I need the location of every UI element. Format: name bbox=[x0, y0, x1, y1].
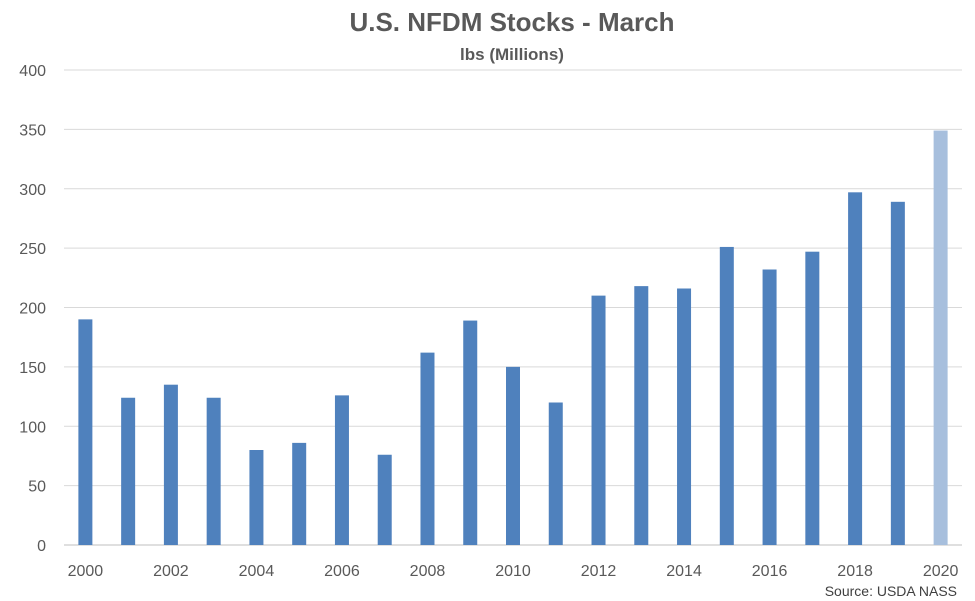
y-tick-label: 100 bbox=[19, 419, 46, 436]
x-tick-label: 2012 bbox=[581, 563, 617, 580]
bar-2017 bbox=[805, 251, 820, 545]
chart-title: U.S. NFDM Stocks - March bbox=[349, 7, 674, 37]
bar-2015 bbox=[719, 246, 734, 545]
bar-2001 bbox=[121, 397, 136, 545]
bar-2020 bbox=[933, 130, 948, 545]
bars bbox=[78, 130, 948, 545]
bar-2007 bbox=[377, 454, 392, 545]
bar-2014 bbox=[677, 288, 692, 545]
y-tick-label: 250 bbox=[19, 241, 46, 258]
source-note: Source: USDA NASS bbox=[825, 583, 957, 599]
bar-2008 bbox=[420, 352, 435, 545]
x-tick-label: 2018 bbox=[837, 563, 873, 580]
x-axis-ticks: 2000 2002 2004 2006 2008 2010 2012 2014 2016 2018… bbox=[68, 563, 959, 580]
y-tick-label: 300 bbox=[19, 182, 46, 199]
chart-subtitle: lbs (Millions) bbox=[460, 45, 564, 64]
bar-2002 bbox=[163, 384, 178, 545]
bar-2000 bbox=[78, 319, 93, 545]
bar-2004 bbox=[249, 450, 264, 545]
x-tick-label: 2008 bbox=[410, 563, 446, 580]
bar-2003 bbox=[206, 397, 221, 545]
bar-2011 bbox=[548, 402, 563, 545]
y-tick-label: 400 bbox=[19, 63, 46, 80]
x-tick-label: 2014 bbox=[666, 563, 702, 580]
x-tick-label: 2002 bbox=[153, 563, 189, 580]
bar-2006 bbox=[334, 395, 349, 545]
bar-2005 bbox=[292, 442, 307, 545]
y-tick-label: 350 bbox=[19, 122, 46, 139]
x-tick-label: 2004 bbox=[239, 563, 275, 580]
bar-2018 bbox=[848, 192, 863, 545]
y-axis-ticks: 0 50 100 150 200 250 300 350 400 bbox=[19, 63, 46, 555]
x-tick-label: 2016 bbox=[752, 563, 788, 580]
x-tick-label: 2006 bbox=[324, 563, 360, 580]
y-tick-label: 150 bbox=[19, 360, 46, 377]
bar-2012 bbox=[591, 295, 606, 545]
y-tick-label: 200 bbox=[19, 301, 46, 318]
x-tick-label: 2010 bbox=[495, 563, 531, 580]
bar-2013 bbox=[634, 286, 649, 545]
x-tick-label: 2020 bbox=[923, 563, 959, 580]
bar-2019 bbox=[890, 201, 905, 545]
bar-2016 bbox=[762, 269, 777, 545]
bar-2009 bbox=[463, 320, 478, 545]
x-tick-label: 2000 bbox=[68, 563, 104, 580]
y-tick-label: 0 bbox=[37, 538, 46, 555]
y-tick-label: 50 bbox=[28, 479, 46, 496]
bar-2010 bbox=[506, 366, 520, 545]
